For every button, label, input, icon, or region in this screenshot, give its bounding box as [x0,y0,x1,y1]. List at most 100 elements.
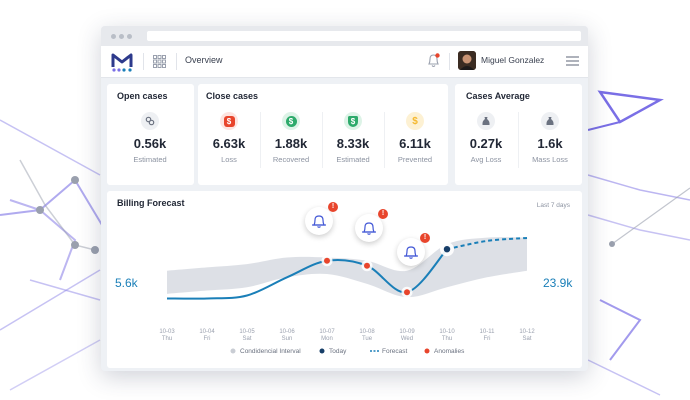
metric-value: 6.63k [212,136,246,151]
forecast-series-line [446,236,528,251]
confidence-interval-band [167,237,527,298]
legend-label: Anomalies [434,348,465,355]
card-title: Open cases [117,91,168,101]
metric-prevented: $ 6.11k Prevented [384,112,446,164]
alert-bell-icon[interactable]: ! [355,208,388,242]
user-name[interactable]: Miguel Gonzalez [481,55,545,65]
x-tick-day-label: Tue [362,336,373,342]
metric-label: Estimated [133,155,167,164]
x-tick-label: 10-09 [399,329,415,335]
metric-value: 1.6k [537,136,563,151]
metric-label: Recovered [272,155,310,164]
billing-forecast-card: Billing Forecast Last 7 days 5.6k 23.9k 10… [107,191,582,368]
open-cases-card: Open cases 0.56k Estimated [107,84,194,185]
metric-value: 0.27k [469,136,503,151]
anomaly-point [324,257,330,264]
divider [449,53,450,70]
hamburger-menu-icon[interactable] [566,56,579,66]
metric-label: Estimated [336,155,370,164]
address-bar[interactable] [147,31,581,41]
apps-grid-icon[interactable] [153,55,166,68]
x-tick-label: 10-06 [279,329,295,335]
app-logo-icon[interactable] [111,52,133,72]
x-tick-day-label: Sun [282,336,293,342]
period-selector[interactable]: Last 7 days [536,202,570,209]
dashboard-window: Overview Miguel Gonzalez Open cases [101,26,588,371]
divider [176,53,177,70]
x-tick-label: 10-11 [480,329,496,335]
divider [518,112,519,168]
coins-icon: $ [406,112,424,130]
divider [384,112,385,168]
x-tick-label: 10-04 [199,329,215,335]
legend-label: Today [329,348,347,355]
notification-bell-icon[interactable] [427,53,440,68]
metric-recovered: $ 1.88k Recovered [260,112,322,164]
metric-label: Loss [221,155,237,164]
anomaly-point [364,262,370,269]
divider [143,53,144,70]
alert-badge: ! [378,208,388,219]
metric-value: 6.11k [399,136,431,151]
top-bar: Overview Miguel Gonzalez [101,46,588,78]
metric-value: 1.88k [274,136,308,151]
today-marker [443,245,451,253]
metric-loss: $ 6.63k Loss [198,112,260,164]
card-title: Billing Forecast [117,198,185,208]
billing-forecast-chart: 5.6k 23.9k10-03Thu10-04Fri10-05Sat10-06Su… [115,236,573,355]
x-tick-day-label: Fri [204,336,211,342]
metric-label: Prevented [397,155,433,164]
x-tick-label: 10-12 [519,329,535,335]
start-value-label: 5.6k [115,276,139,290]
window-dot [111,34,116,39]
anomaly-point [404,289,410,296]
browser-titlebar [101,26,588,46]
legend-label: Forecast [382,348,407,355]
alert-bell-icon[interactable]: ! [397,233,430,267]
window-dot [127,34,132,39]
x-tick-day-label: Thu [442,336,452,342]
legend-swatch [424,348,430,354]
divider [260,112,261,168]
x-tick-label: 10-08 [359,329,375,335]
metric-estimated: 0.56k Estimated [119,112,181,164]
x-tick-label: 10-05 [239,329,255,335]
metric-avg-loss: 0.27k Avg Loss [455,112,517,164]
divider [322,112,323,168]
x-tick-label: 10-03 [159,329,175,335]
link-icon [141,112,159,130]
metric-estimated: $ 8.33k Estimated [322,112,384,164]
x-tick-day-label: Sat [522,336,531,342]
metric-label: Mass Loss [532,155,568,164]
metric-value: 8.33k [336,136,370,151]
metric-label: Avg Loss [470,155,502,164]
close-cases-card: Close cases $ 6.63k Loss $ 1.88k Recover… [198,84,448,185]
x-tick-day-label: Thu [162,336,172,342]
card-title: Close cases [206,91,259,101]
metric-mass-loss: 1.6k Mass Loss [519,112,581,164]
legend-swatch [230,348,236,354]
dollar-icon: $ [220,112,238,130]
avatar[interactable] [458,51,476,70]
money-bag-icon [541,112,559,130]
legend-swatch [319,348,325,354]
x-tick-day-label: Wed [401,336,413,342]
x-tick-label: 10-07 [319,329,335,335]
x-tick-label: 10-10 [439,329,455,335]
cases-average-card: Cases Average 0.27k Avg Loss 1.6k Mass L… [455,84,582,185]
x-tick-day-label: Fri [484,336,491,342]
x-tick-day-label: Sat [242,336,251,342]
alert-bell-icon[interactable]: ! [305,201,338,235]
alert-badge: ! [328,201,338,212]
page-title: Overview [185,55,223,65]
money-bag-icon [477,112,495,130]
metric-value: 0.56k [133,136,167,151]
card-title: Cases Average [466,91,530,101]
window-dot [119,34,124,39]
legend-label: Condidencial Interval [240,348,301,355]
shield-dollar-icon: $ [344,112,362,130]
x-tick-day-label: Mon [321,336,333,342]
dollar-icon: $ [282,112,300,130]
alert-badge: ! [420,233,430,244]
